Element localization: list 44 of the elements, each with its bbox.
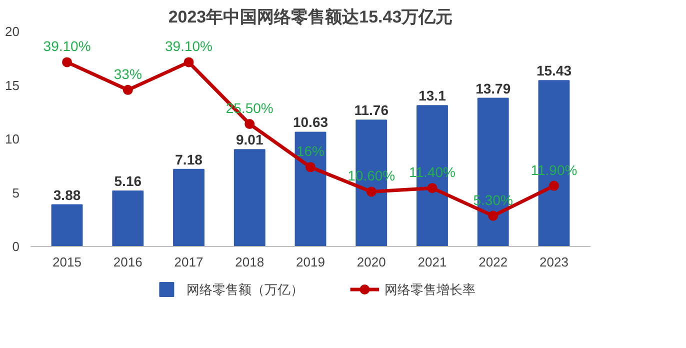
y-tick-label: 10 [5, 132, 20, 146]
y-tick-label: 15 [5, 78, 20, 93]
point [184, 57, 194, 68]
bar [294, 132, 326, 246]
point [244, 119, 255, 129]
data-label: 5.16 [114, 173, 142, 190]
data-label: 11.76 [354, 102, 389, 118]
x-tick-label: 2019 [296, 254, 325, 270]
x-tick-label: 2016 [113, 254, 142, 270]
bar [51, 204, 83, 246]
legend-label: 网络零售增长率 [384, 282, 476, 297]
data-label: 16% [296, 143, 325, 160]
y-tick-label: 0 [12, 239, 20, 254]
data-label: 13.1 [418, 88, 446, 104]
x-tick-label: 2021 [418, 254, 447, 270]
y-tick-label: 5 [12, 185, 20, 200]
bar [173, 168, 204, 246]
bar [112, 190, 144, 246]
point [306, 162, 316, 172]
data-label: 10.63 [292, 114, 328, 130]
point [366, 186, 376, 197]
point [62, 57, 72, 68]
x-tick-label: 2020 [356, 254, 386, 270]
point [548, 180, 559, 191]
x-tick-label: 2022 [478, 254, 508, 270]
chart-title: 2023年中国网络零售额达15.43万亿元 [168, 8, 453, 26]
legend-label: 网络零售额（万亿） [186, 282, 304, 297]
y-tick-label: 20 [5, 24, 20, 39]
data-label: 7.18 [175, 151, 203, 168]
data-label: 39.10% [165, 38, 213, 54]
data-label: 33% [114, 66, 142, 82]
data-label: 13.79 [476, 80, 511, 96]
point [122, 84, 133, 95]
data-label: 3.88 [53, 186, 81, 203]
x-tick-label: 2018 [235, 254, 264, 270]
bar [234, 149, 266, 246]
x-tick-label: 2017 [174, 254, 204, 270]
x-tick-label: 2023 [540, 254, 568, 270]
x-tick-label: 2015 [52, 254, 82, 270]
data-label: 15.43 [536, 62, 572, 79]
data-label: 39.10% [43, 38, 91, 54]
point [427, 183, 438, 194]
point [488, 210, 498, 221]
data-label: 9.01 [236, 132, 264, 148]
